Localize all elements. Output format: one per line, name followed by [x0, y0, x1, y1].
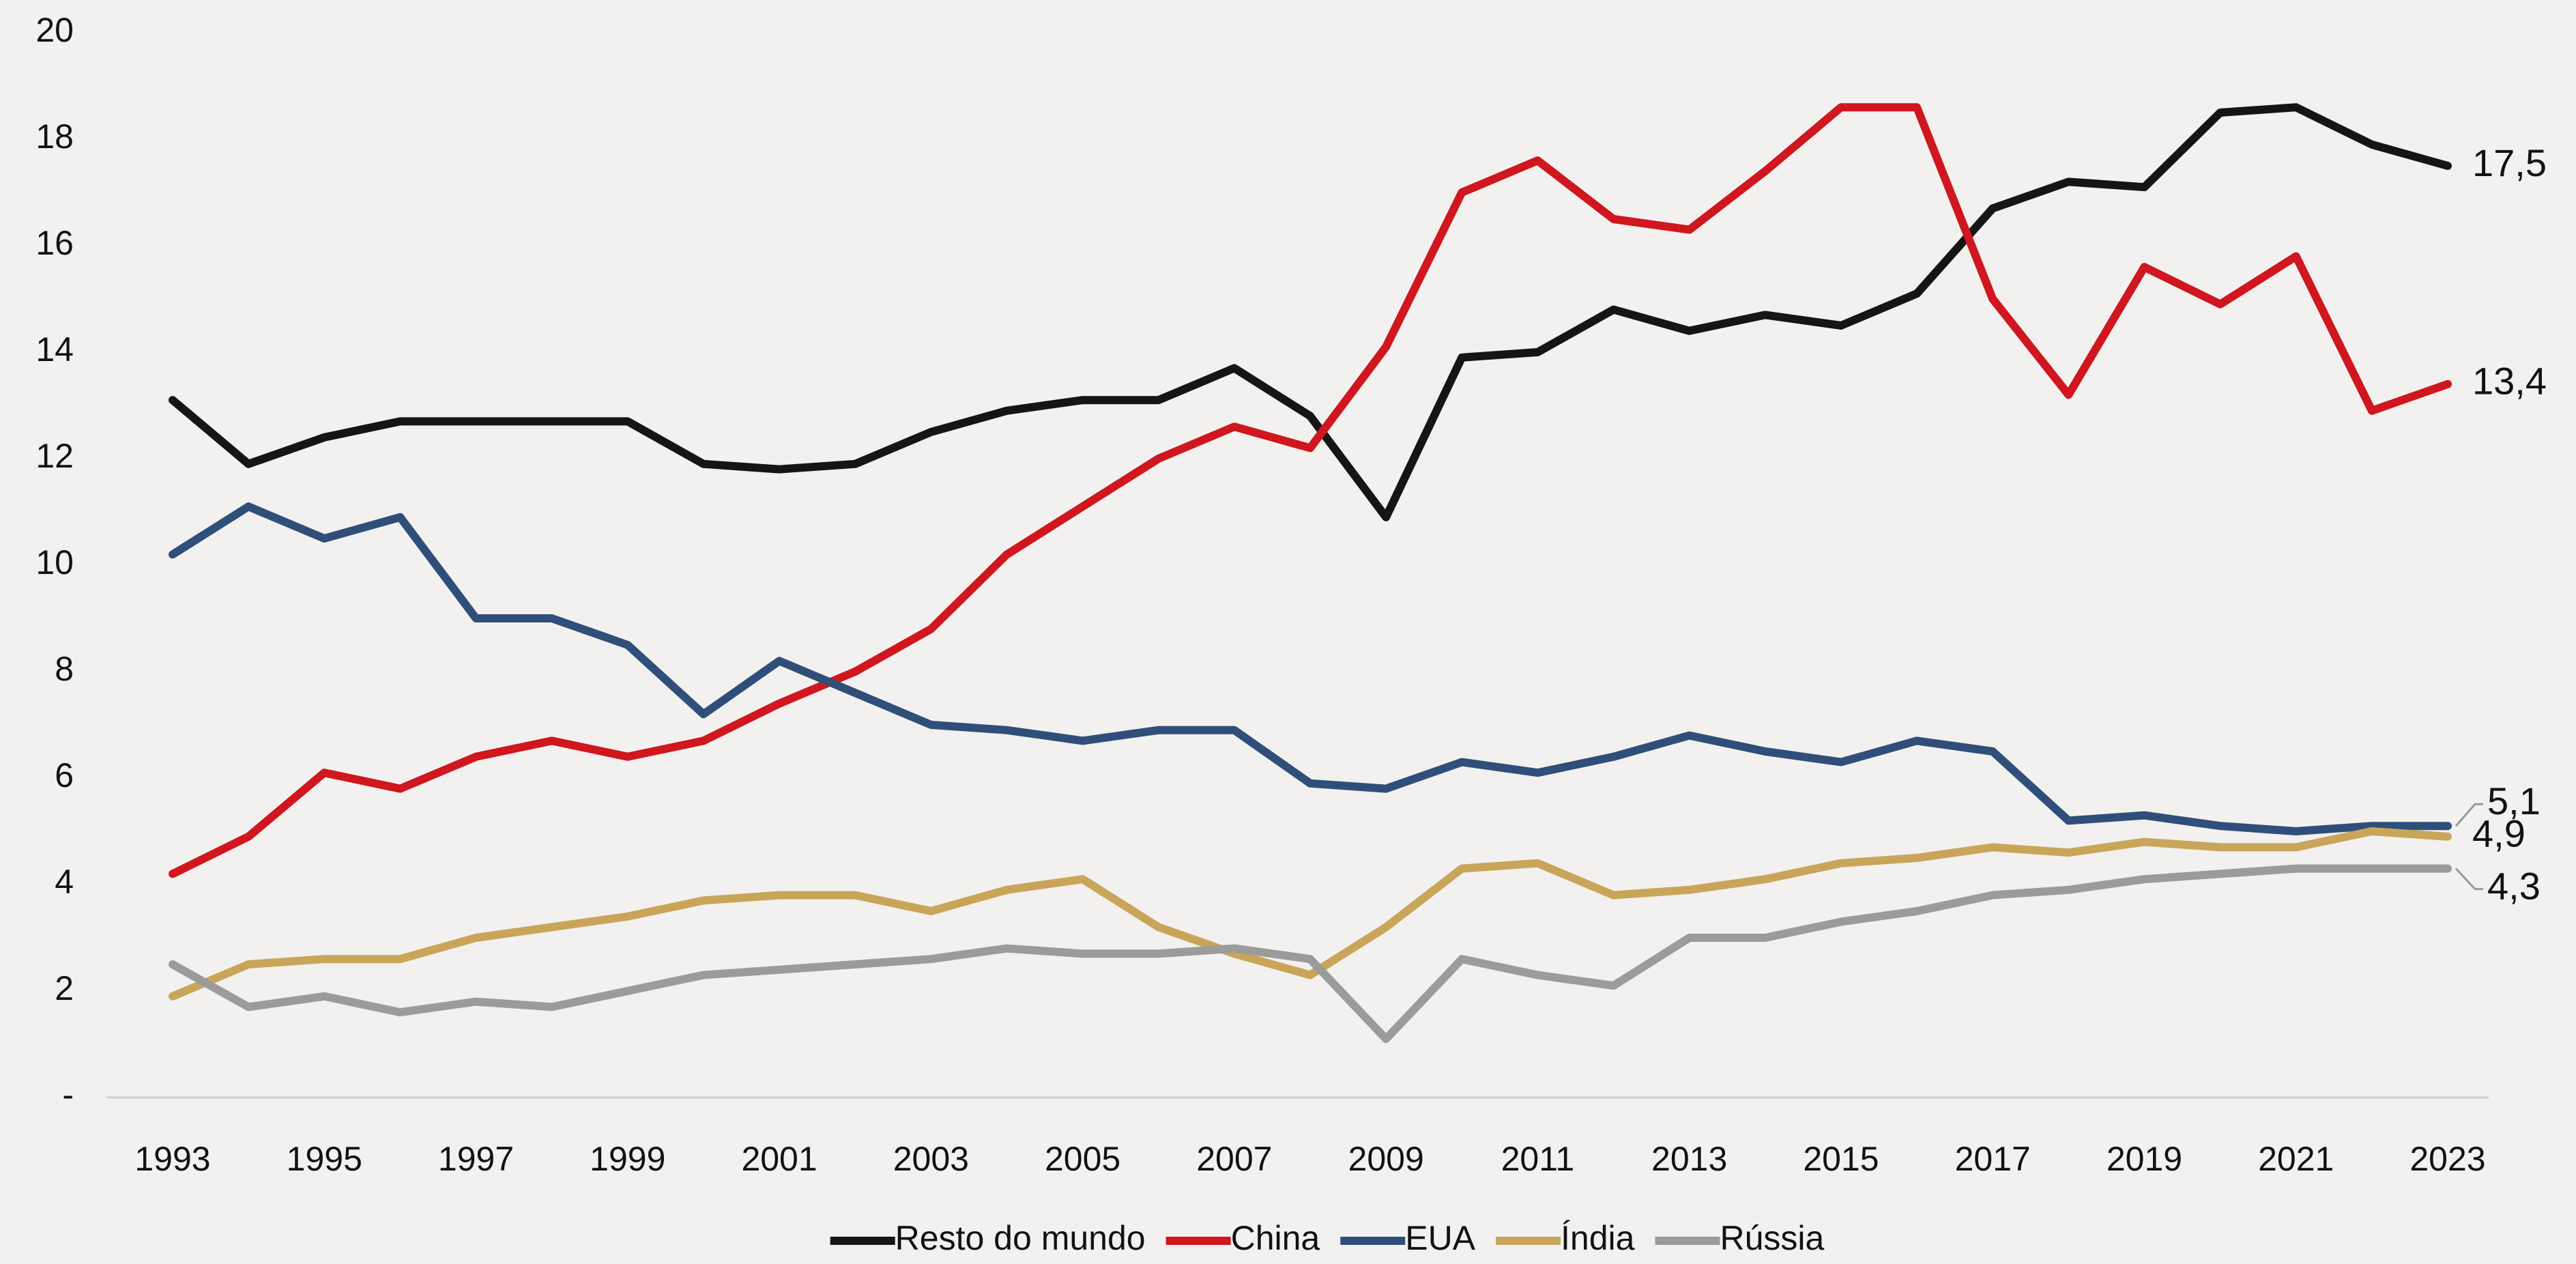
series-line — [169, 103, 2452, 878]
x-tick-label: 1995 — [287, 1140, 362, 1178]
y-tick-label: 16 — [35, 224, 74, 262]
value-label: 13,4 — [2472, 360, 2547, 403]
x-tick-label: 2009 — [1348, 1140, 1424, 1178]
leader-line — [2455, 867, 2483, 891]
x-tick-label: 2007 — [1196, 1140, 1272, 1178]
value-label: 4,3 — [2487, 864, 2541, 907]
x-tick-label: 1997 — [438, 1140, 514, 1178]
series-line — [169, 103, 2452, 521]
x-tick-label: 2003 — [893, 1140, 969, 1178]
y-tick-label: 10 — [35, 543, 74, 581]
leader-line — [2455, 803, 2483, 827]
y-tick-label: 18 — [35, 117, 74, 156]
x-tick-label: 2013 — [1651, 1140, 1727, 1178]
series-line — [169, 502, 2452, 835]
y-tick-label: 14 — [35, 330, 74, 369]
legend: Resto do mundo China EUA Índia Rússia — [830, 1219, 1825, 1257]
y-tick-label: 20 — [35, 11, 74, 49]
series-line — [169, 827, 2452, 1001]
series-line — [169, 864, 2452, 1044]
y-tick-label: 12 — [35, 437, 74, 475]
value-label: 17,5 — [2472, 141, 2547, 184]
x-tick-label: 2019 — [2107, 1140, 2182, 1178]
x-tick-label: 2011 — [1501, 1140, 1575, 1178]
legend-label: Resto do mundo — [895, 1219, 1146, 1257]
y-tick-label: 6 — [55, 756, 74, 794]
y-tick-label: 4 — [55, 863, 74, 901]
legend-label: China — [1231, 1219, 1320, 1257]
x-tick-label: 2015 — [1803, 1140, 1879, 1178]
legend-label: Rússia — [1720, 1219, 1824, 1257]
x-tick-label: 1999 — [590, 1140, 665, 1178]
legend-label: Índia — [1561, 1219, 1635, 1257]
y-tick-label: - — [62, 1076, 74, 1114]
x-tick-label: 1993 — [134, 1140, 210, 1178]
legend-label: EUA — [1405, 1219, 1475, 1257]
x-tick-label: 2021 — [2258, 1140, 2334, 1178]
y-tick-label: 8 — [55, 650, 74, 688]
value-label: 4,9 — [2472, 812, 2526, 855]
x-tick-label: 2001 — [741, 1140, 817, 1178]
x-tick-label: 2023 — [2409, 1140, 2485, 1178]
x-tick-label: 2017 — [1955, 1140, 2031, 1178]
x-tick-label: 2005 — [1045, 1140, 1120, 1178]
value-label: 5,1 — [2487, 779, 2541, 822]
y-tick-label: 2 — [55, 969, 74, 1007]
